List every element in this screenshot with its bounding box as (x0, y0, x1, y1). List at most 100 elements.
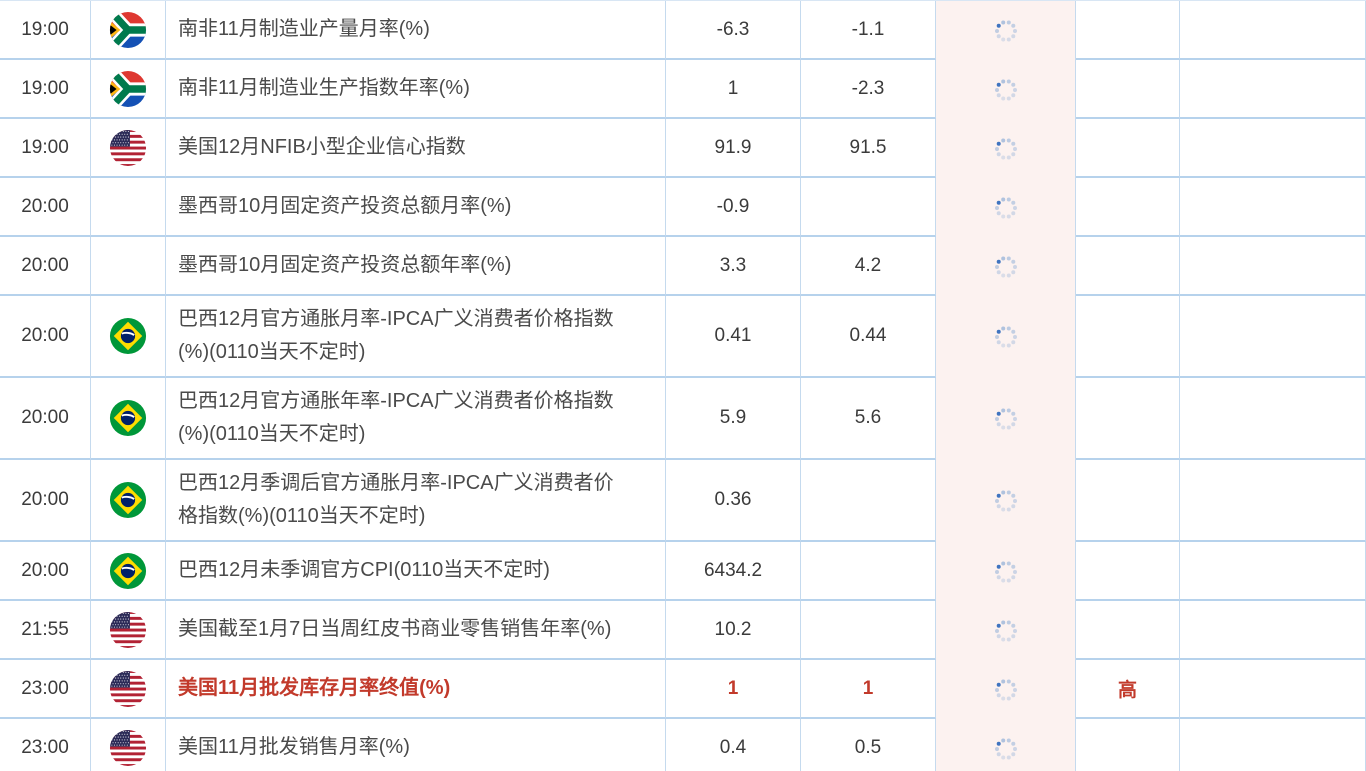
loading-spinner-icon (992, 194, 1020, 222)
calendar-row[interactable]: 20:00 巴西12月未季调官方CPI(0110当天不定时) 6434.2 (0, 542, 1366, 601)
calendar-row-important[interactable]: 23:00 美国11月批发库存月率终值(%) 1 1 高 (0, 660, 1366, 719)
event-time: 20:00 (0, 296, 91, 378)
value-2: 0.44 (801, 296, 936, 378)
calendar-row[interactable]: 20:00 巴西12月官方通胀年率-IPCA广义消费者价格指数(%)(0110当… (0, 378, 1366, 460)
actual-value-loading-cell (936, 178, 1076, 237)
value-2: 91.5 (801, 119, 936, 178)
calendar-row[interactable]: 19:00 南非11月制造业产量月率(%) -6.3 -1.1 (0, 1, 1366, 60)
flag-cell (91, 601, 166, 660)
event-name: 美国12月NFIB小型企业信心指数 (166, 119, 666, 178)
importance-badge (1076, 542, 1180, 601)
calendar-row[interactable]: 19:00 南非11月制造业生产指数年率(%) 1 -2.3 (0, 60, 1366, 119)
actual-value-loading-cell (936, 60, 1076, 119)
importance-badge (1076, 719, 1180, 771)
actual-value-loading-cell (936, 378, 1076, 460)
event-name: 美国11月批发库存月率终值(%) (166, 660, 666, 719)
loading-spinner-icon (992, 17, 1020, 45)
note-cell (1180, 60, 1366, 119)
loading-spinner-icon (992, 487, 1020, 515)
actual-value-loading-cell (936, 296, 1076, 378)
calendar-row[interactable]: 19:00 美国12月NFIB小型企业信心指数 91.9 91.5 (0, 119, 1366, 178)
loading-spinner-icon (992, 135, 1020, 163)
note-cell (1180, 1, 1366, 60)
importance-badge (1076, 237, 1180, 296)
brazil-flag-icon (109, 481, 147, 519)
importance-badge (1076, 1, 1180, 60)
note-cell (1180, 296, 1366, 378)
flag-cell-empty (91, 237, 166, 296)
us-flag-icon (109, 729, 147, 767)
loading-spinner-icon (992, 735, 1020, 763)
loading-spinner-icon (992, 405, 1020, 433)
value-1: 1 (666, 660, 801, 719)
calendar-row[interactable]: 20:00 巴西12月官方通胀月率-IPCA广义消费者价格指数(%)(0110当… (0, 296, 1366, 378)
loading-spinner-icon (992, 676, 1020, 704)
value-2: 4.2 (801, 237, 936, 296)
value-2: 1 (801, 660, 936, 719)
calendar-row[interactable]: 21:55 美国截至1月7日当周红皮书商业零售销售年率(%) 10.2 (0, 601, 1366, 660)
importance-badge (1076, 60, 1180, 119)
flag-cell-empty (91, 178, 166, 237)
importance-badge (1076, 119, 1180, 178)
value-2 (801, 542, 936, 601)
event-name: 墨西哥10月固定资产投资总额月率(%) (166, 178, 666, 237)
flag-cell (91, 660, 166, 719)
brazil-flag-icon (109, 552, 147, 590)
event-time: 20:00 (0, 178, 91, 237)
flag-cell (91, 296, 166, 378)
event-time: 20:00 (0, 378, 91, 460)
brazil-flag-icon (109, 317, 147, 355)
actual-value-loading-cell (936, 601, 1076, 660)
note-cell (1180, 660, 1366, 719)
value-1: -0.9 (666, 178, 801, 237)
event-time: 21:55 (0, 601, 91, 660)
loading-spinner-icon (992, 253, 1020, 281)
loading-spinner-icon (992, 617, 1020, 645)
event-time: 20:00 (0, 542, 91, 601)
event-name: 南非11月制造业产量月率(%) (166, 1, 666, 60)
actual-value-loading-cell (936, 237, 1076, 296)
value-2: -2.3 (801, 60, 936, 119)
note-cell (1180, 601, 1366, 660)
us-flag-icon (109, 611, 147, 649)
flag-cell (91, 1, 166, 60)
calendar-row[interactable]: 23:00 美国11月批发销售月率(%) 0.4 0.5 (0, 719, 1366, 771)
flag-cell (91, 460, 166, 542)
importance-badge (1076, 601, 1180, 660)
south-africa-flag-icon (109, 70, 147, 108)
importance-badge: 高 (1076, 660, 1180, 719)
note-cell (1180, 237, 1366, 296)
loading-spinner-icon (992, 76, 1020, 104)
event-time: 20:00 (0, 460, 91, 542)
calendar-row[interactable]: 20:00 墨西哥10月固定资产投资总额年率(%) 3.3 4.2 (0, 237, 1366, 296)
event-name: 墨西哥10月固定资产投资总额年率(%) (166, 237, 666, 296)
importance-badge (1076, 460, 1180, 542)
us-flag-icon (109, 129, 147, 167)
us-flag-icon (109, 670, 147, 708)
value-1: -6.3 (666, 1, 801, 60)
note-cell (1180, 542, 1366, 601)
value-2: -1.1 (801, 1, 936, 60)
event-name: 美国截至1月7日当周红皮书商业零售销售年率(%) (166, 601, 666, 660)
actual-value-loading-cell (936, 119, 1076, 178)
event-name: 巴西12月官方通胀月率-IPCA广义消费者价格指数(%)(0110当天不定时) (166, 296, 666, 378)
loading-spinner-icon (992, 558, 1020, 586)
event-time: 19:00 (0, 119, 91, 178)
actual-value-loading-cell (936, 719, 1076, 771)
actual-value-loading-cell (936, 542, 1076, 601)
calendar-row[interactable]: 20:00 墨西哥10月固定资产投资总额月率(%) -0.9 (0, 178, 1366, 237)
event-name: 美国11月批发销售月率(%) (166, 719, 666, 771)
value-1: 6434.2 (666, 542, 801, 601)
flag-cell (91, 719, 166, 771)
value-1: 0.41 (666, 296, 801, 378)
flag-cell (91, 378, 166, 460)
calendar-row[interactable]: 20:00 巴西12月季调后官方通胀月率-IPCA广义消费者价格指数(%)(01… (0, 460, 1366, 542)
brazil-flag-icon (109, 399, 147, 437)
event-name: 巴西12月官方通胀年率-IPCA广义消费者价格指数(%)(0110当天不定时) (166, 378, 666, 460)
event-time: 19:00 (0, 60, 91, 119)
value-1: 0.36 (666, 460, 801, 542)
value-1: 5.9 (666, 378, 801, 460)
event-name: 巴西12月未季调官方CPI(0110当天不定时) (166, 542, 666, 601)
event-time: 23:00 (0, 660, 91, 719)
